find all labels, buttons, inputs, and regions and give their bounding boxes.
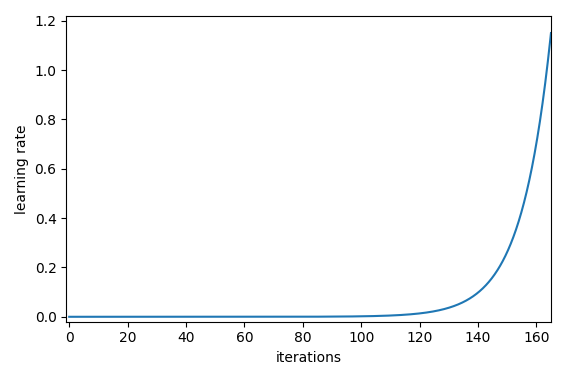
X-axis label: iterations: iterations bbox=[276, 351, 342, 365]
Y-axis label: learning rate: learning rate bbox=[15, 124, 29, 214]
